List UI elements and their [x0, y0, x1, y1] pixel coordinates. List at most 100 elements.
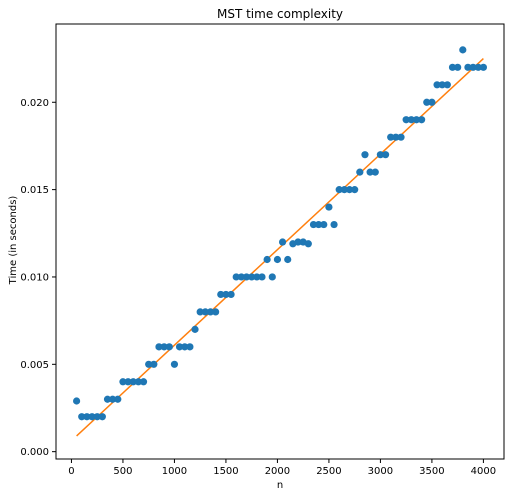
scatter-point [119, 378, 127, 386]
scatter-point [139, 378, 148, 386]
scatter-point [474, 63, 482, 71]
scatter-point [315, 220, 323, 229]
scatter-point [340, 186, 348, 194]
scatter-point [227, 290, 235, 299]
scatter-point [448, 63, 457, 71]
scatter-point [361, 151, 369, 159]
scatter-point [284, 255, 292, 264]
scatter-point [109, 395, 117, 403]
scatter-point [402, 116, 410, 124]
x-axis: 0 500 1000 1500 2000 2500 3000 3500 4000 [68, 459, 496, 477]
scatter-point [454, 63, 462, 71]
scatter-point [237, 273, 245, 281]
scatter-point [263, 255, 271, 264]
scatter-point [253, 273, 261, 281]
scatter-point [330, 220, 338, 229]
x-tick-label: 2500 [316, 466, 341, 477]
scatter-point [196, 308, 204, 316]
scatter-point [392, 133, 400, 141]
scatter-point [304, 240, 312, 248]
scatter-point [273, 255, 282, 264]
y-tick-label: 0.000 [20, 447, 49, 458]
scatter-point [155, 343, 163, 351]
scatter-point [170, 360, 179, 368]
y-axis-label: Time (in seconds) [8, 196, 19, 286]
scatter-point [479, 63, 487, 71]
x-tick-label: 4000 [471, 466, 496, 477]
scatter-point [201, 308, 209, 316]
scatter-point [469, 63, 477, 71]
scatter-point [320, 220, 328, 229]
scatter-point [381, 151, 390, 159]
x-tick-label: 500 [113, 466, 132, 477]
scatter-point [407, 116, 415, 124]
chart-title: MST time complexity [217, 7, 343, 21]
scatter-point [232, 273, 240, 281]
scatter-point [278, 238, 287, 246]
scatter-point [93, 413, 101, 421]
scatter-point [376, 151, 385, 159]
y-tick-label: 0.015 [20, 185, 49, 196]
x-tick-label: 2000 [265, 466, 290, 477]
x-tick-label: 3000 [368, 466, 393, 477]
x-tick-label: 1000 [162, 466, 187, 477]
scatter-point [366, 168, 374, 176]
scatter-point [98, 413, 106, 421]
scatter-point [438, 81, 446, 89]
scatter-point [418, 116, 426, 124]
scatter-point [186, 343, 194, 351]
x-tick-label: 3500 [419, 466, 444, 477]
scatter-point [83, 413, 91, 421]
x-tick-label: 1500 [213, 466, 238, 477]
scatter-point [351, 186, 359, 194]
scatter-point [428, 98, 436, 106]
scatter-point [242, 273, 251, 281]
scatter-point [165, 343, 173, 351]
scatter-point [217, 290, 225, 299]
scatter-point [124, 378, 132, 386]
scatter-point [345, 186, 354, 194]
scatter-point [387, 133, 395, 141]
scatter-point [423, 98, 431, 106]
scatter-point [145, 360, 153, 368]
scatter-point [103, 395, 112, 403]
scatter-point [181, 343, 189, 351]
scatter-point [443, 81, 451, 89]
scatter-point [356, 168, 364, 176]
x-tick-label: 0 [68, 466, 74, 477]
scatter-point [129, 378, 137, 386]
y-tick-label: 0.020 [20, 98, 49, 109]
x-axis-label: n [277, 480, 283, 491]
plot-area: 0 500 1000 1500 2000 2500 3000 3500 4000 0.0000.… [20, 23, 505, 477]
scatter-point [222, 290, 230, 299]
scatter-point [412, 116, 421, 124]
scatter-point [397, 133, 405, 141]
scatter-point [325, 203, 333, 211]
scatter-points-layer [73, 46, 487, 421]
scatter-point [191, 325, 199, 333]
scatter-point [309, 220, 318, 229]
scatter-point [268, 273, 276, 281]
scatter-point [160, 343, 168, 351]
scatter-point [175, 343, 184, 351]
scatter-point [88, 413, 96, 421]
scatter-point [433, 81, 441, 89]
scatter-point [258, 273, 266, 281]
scatter-point [464, 63, 472, 71]
scatter-point [206, 308, 215, 316]
y-axis: 0.000 0.005 0.010 0.015 0.020 [20, 98, 56, 458]
scatter-point [371, 168, 379, 176]
y-tick-label: 0.005 [20, 360, 49, 371]
scatter-point [114, 395, 122, 403]
scatter-point [335, 186, 343, 194]
scatter-point [248, 273, 256, 281]
scatter-point [78, 413, 86, 421]
scatter-point [459, 46, 467, 54]
scatter-point [294, 238, 302, 246]
scatter-point [134, 378, 142, 386]
scatter-point [150, 360, 158, 368]
y-tick-label: 0.010 [20, 272, 49, 283]
scatter-point [73, 397, 81, 405]
scatter-point [212, 308, 220, 316]
